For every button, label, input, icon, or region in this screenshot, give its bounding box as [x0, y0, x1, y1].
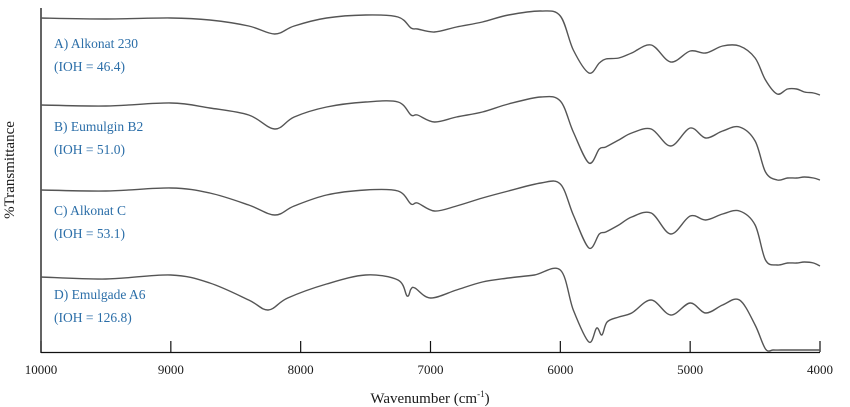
x-tick-label: 8000: [288, 362, 314, 377]
x-tick-label: 7000: [418, 362, 444, 377]
y-axis-title: %Transmittance: [2, 121, 18, 219]
x-tick-label: 5000: [677, 362, 703, 377]
spectrum-line-a: [40, 10, 821, 96]
x-axis-tick-labels: 10000 9000 8000 7000 6000 5000 4000: [25, 362, 833, 377]
x-axis-title-close: ): [485, 391, 490, 407]
x-tick-label: 4000: [807, 362, 833, 377]
series-b-ioh: (IOH = 51.0): [54, 142, 125, 157]
series-c-ioh: (IOH = 53.1): [54, 226, 125, 241]
x-axis-ticks: [40, 341, 821, 352]
x-axis-title-superscript: -1: [477, 389, 485, 399]
x-axis-title: Wavenumber (cm-1): [370, 389, 489, 407]
series-b-label: B) Eumulgin B2: [54, 119, 143, 134]
spectrum-line-c: [40, 180, 821, 267]
spectrum-line-d: [40, 267, 820, 352]
x-tick-label: 9000: [158, 362, 184, 377]
series-a-label: A) Alkonat 230: [54, 36, 138, 51]
x-tick-label: 10000: [25, 362, 58, 377]
series-a-ioh: (IOH = 46.4): [54, 59, 125, 74]
series-c-label: C) Alkonat C: [54, 203, 126, 218]
x-tick-label: 6000: [547, 362, 573, 377]
series-d-ioh: (IOH = 126.8): [54, 310, 132, 325]
spectra-lines: [40, 10, 821, 352]
x-axis-title-text: Wavenumber (cm: [370, 391, 477, 407]
spectrum-line-b: [40, 95, 821, 181]
series-d-label: D) Emulgade A6: [54, 287, 146, 302]
